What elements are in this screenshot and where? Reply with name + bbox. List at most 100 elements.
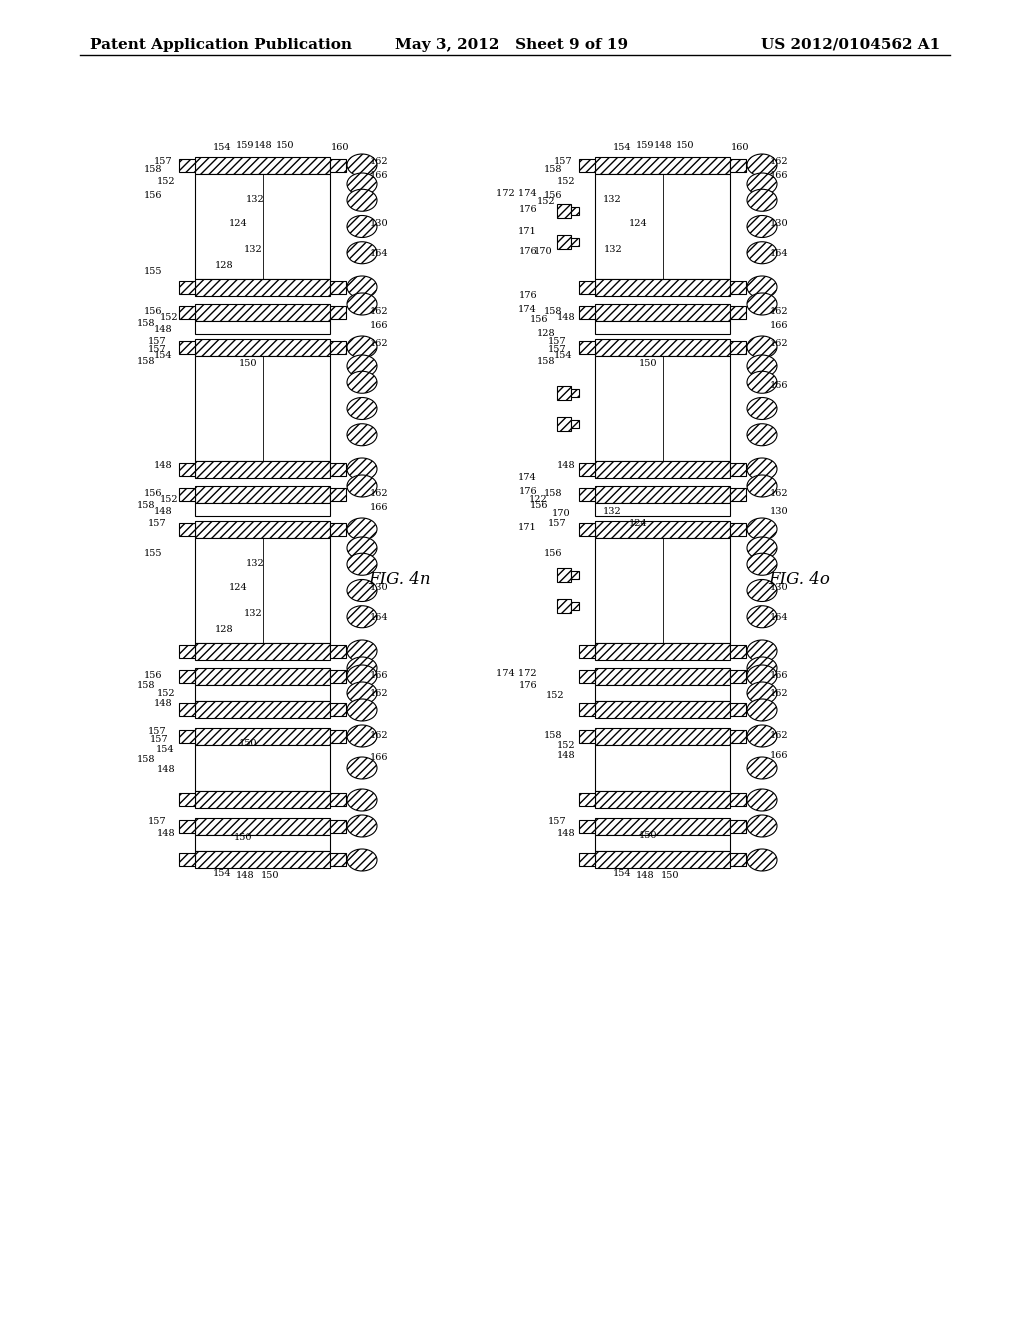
Text: 164: 164 (370, 249, 389, 259)
Text: 176: 176 (518, 248, 537, 256)
Bar (579, 793, 595, 807)
Bar (195, 304, 330, 321)
Text: 162: 162 (770, 339, 788, 348)
Bar (571, 238, 579, 247)
Text: 158: 158 (544, 490, 562, 499)
Bar (579, 488, 595, 502)
Bar (579, 281, 595, 294)
Text: May 3, 2012   Sheet 9 of 19: May 3, 2012 Sheet 9 of 19 (395, 38, 629, 51)
Bar (730, 523, 746, 536)
Bar (330, 853, 346, 866)
Text: 157: 157 (147, 345, 166, 354)
Bar (330, 645, 346, 657)
Text: 132: 132 (603, 194, 622, 203)
Bar (179, 341, 195, 354)
Text: 164: 164 (770, 249, 788, 259)
Bar (571, 570, 579, 578)
Text: 171: 171 (518, 227, 537, 236)
Ellipse shape (746, 665, 777, 686)
Bar (595, 668, 730, 685)
Text: 154: 154 (612, 144, 632, 153)
Text: 158: 158 (544, 308, 562, 317)
Text: 130: 130 (370, 583, 389, 593)
Ellipse shape (746, 397, 777, 420)
Text: 132: 132 (603, 507, 622, 516)
Bar (195, 818, 330, 836)
Text: 157: 157 (548, 338, 566, 346)
Bar (330, 306, 346, 319)
Bar (579, 463, 595, 477)
Text: 166: 166 (770, 170, 788, 180)
Ellipse shape (347, 215, 377, 238)
Bar (595, 304, 730, 321)
Text: 176: 176 (518, 205, 537, 214)
Text: 128: 128 (537, 330, 556, 338)
Text: 166: 166 (770, 751, 788, 760)
Bar (179, 730, 195, 743)
Bar (195, 321, 330, 334)
Text: 176: 176 (518, 292, 537, 301)
Bar (195, 279, 330, 296)
Bar (730, 645, 746, 657)
Bar (195, 851, 330, 869)
Bar (595, 503, 730, 516)
Text: 150: 150 (660, 870, 679, 879)
Ellipse shape (746, 517, 777, 540)
Text: 159: 159 (636, 141, 654, 150)
Bar (179, 645, 195, 657)
Text: 124: 124 (629, 219, 647, 228)
Bar (330, 523, 346, 536)
Ellipse shape (746, 293, 777, 315)
Bar (195, 521, 330, 539)
Bar (730, 306, 746, 319)
Bar (557, 385, 571, 400)
Text: 124: 124 (228, 583, 248, 593)
Text: 156: 156 (529, 502, 548, 511)
Text: 156: 156 (143, 191, 162, 201)
Bar (730, 281, 746, 294)
Bar (595, 356, 730, 461)
Text: 150: 150 (676, 141, 694, 150)
Text: 158: 158 (544, 731, 562, 741)
Ellipse shape (746, 475, 777, 498)
Text: 158: 158 (136, 681, 155, 690)
Bar (557, 417, 571, 432)
Text: 152: 152 (157, 689, 175, 698)
Ellipse shape (347, 475, 377, 498)
Bar (179, 488, 195, 502)
Text: FIG. 4o: FIG. 4o (768, 572, 829, 589)
Bar (595, 729, 730, 744)
Ellipse shape (746, 849, 777, 871)
Ellipse shape (746, 215, 777, 238)
Text: 166: 166 (370, 672, 388, 681)
Text: 157: 157 (548, 520, 566, 528)
Text: US 2012/0104562 A1: US 2012/0104562 A1 (761, 38, 940, 51)
Text: 150: 150 (275, 141, 294, 150)
Ellipse shape (347, 725, 377, 747)
Text: 150: 150 (261, 870, 280, 879)
Bar (330, 793, 346, 807)
Text: 164: 164 (370, 614, 389, 623)
Bar (595, 486, 730, 503)
Text: 130: 130 (370, 219, 389, 228)
Text: 130: 130 (770, 507, 788, 516)
Text: 148: 148 (157, 766, 175, 775)
Text: 157: 157 (147, 726, 166, 735)
Text: 154: 154 (213, 869, 231, 878)
Ellipse shape (347, 371, 377, 393)
Text: 154: 154 (213, 144, 231, 153)
Ellipse shape (746, 700, 777, 721)
Text: 154: 154 (154, 351, 172, 360)
Bar (571, 602, 579, 610)
Bar (330, 341, 346, 354)
Text: 157: 157 (548, 345, 566, 354)
Text: 158: 158 (136, 502, 155, 511)
Text: 162: 162 (770, 490, 788, 499)
Text: 148: 148 (157, 829, 175, 837)
Bar (579, 853, 595, 866)
Text: 128: 128 (215, 261, 233, 271)
Bar (730, 704, 746, 715)
Text: 170: 170 (534, 248, 552, 256)
Bar (579, 645, 595, 657)
Text: 176: 176 (518, 487, 537, 495)
